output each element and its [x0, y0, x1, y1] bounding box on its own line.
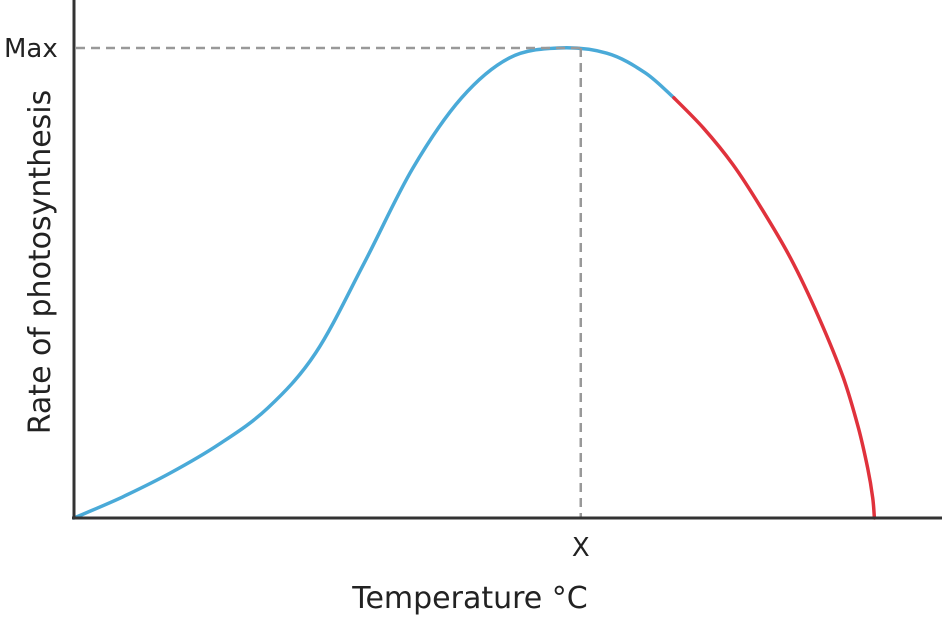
y-axis-label: Rate of photosynthesis [23, 90, 58, 435]
y-tick-label-1: Max [4, 34, 58, 64]
x-axis-label: Temperature °C [351, 581, 588, 616]
x-tick-label-1: X [572, 533, 590, 563]
guide-layer [76, 46, 583, 518]
series-line-2 [672, 96, 877, 520]
series-line-1 [72, 46, 676, 520]
tick-layer: X Max [4, 34, 590, 563]
series-layer [72, 46, 877, 520]
